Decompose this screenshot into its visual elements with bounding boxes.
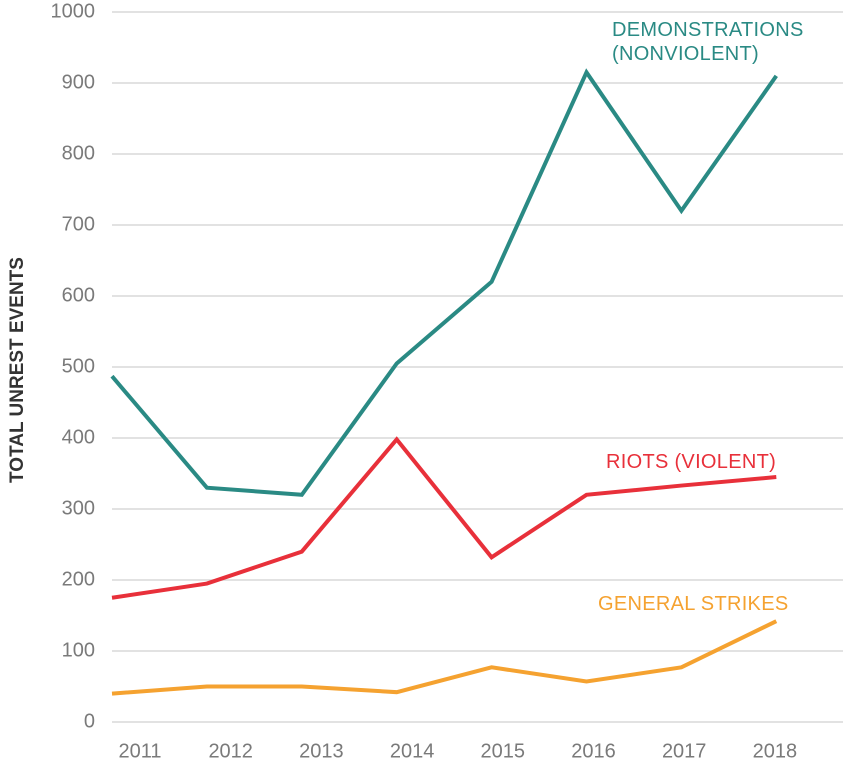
- series-label: GENERAL STRIKES: [598, 593, 789, 615]
- x-tick-label: 2013: [299, 740, 344, 762]
- x-tick-label: 2018: [753, 740, 798, 762]
- x-tick-label: 2011: [118, 740, 161, 762]
- x-tick-label: 2017: [662, 740, 707, 762]
- series-label: RIOTS (VIOLENT): [606, 451, 777, 473]
- y-tick-label: 0: [84, 710, 95, 732]
- x-tick-label: 2014: [390, 740, 435, 762]
- y-tick-label: 100: [62, 639, 95, 661]
- y-tick-label: 800: [62, 142, 95, 164]
- series-line: [111, 436, 777, 600]
- x-tick-label: 2015: [481, 740, 526, 762]
- y-tick-label: 400: [62, 426, 95, 448]
- y-tick-label: 200: [62, 568, 95, 590]
- y-tick-label: 900: [62, 71, 95, 93]
- y-tick-label: 700: [62, 213, 95, 235]
- y-axis-title: TOTAL UNREST EVENTS: [7, 257, 28, 483]
- series-line: [111, 619, 778, 696]
- y-tick-label: 600: [62, 284, 95, 306]
- x-tick-label: 2012: [208, 740, 253, 762]
- series-line: [110, 68, 778, 497]
- y-tick-label: 500: [62, 355, 95, 377]
- y-tick-label: 300: [62, 497, 95, 519]
- y-tick-label: 1000: [51, 0, 96, 22]
- x-tick-label: 2016: [571, 740, 616, 762]
- series-label: DEMONSTRATIONS (NONVIOLENT): [612, 19, 804, 65]
